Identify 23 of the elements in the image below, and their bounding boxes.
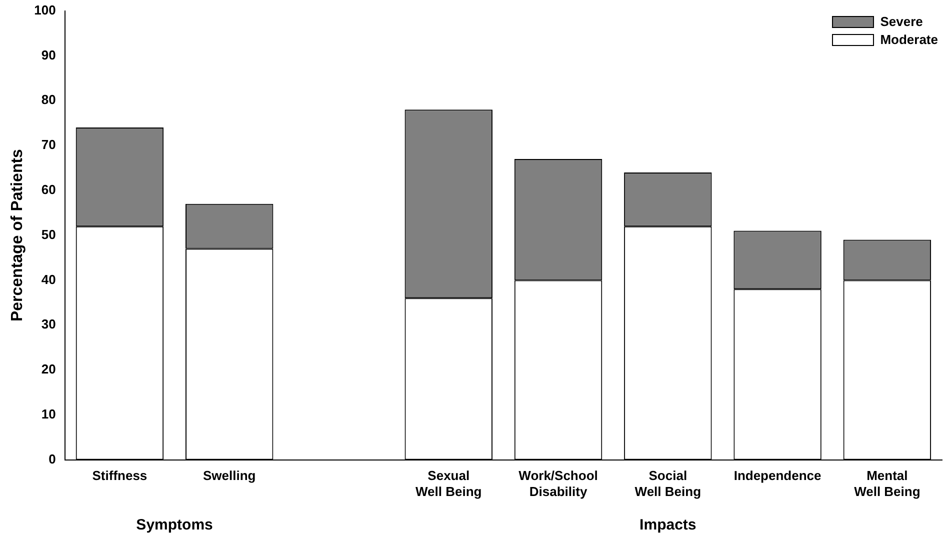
y-tick-label: 90 — [41, 47, 56, 62]
text: Symptoms — [136, 516, 213, 534]
x-tick-label: Mental Well Being — [854, 468, 920, 499]
y-tick-label: 0 — [48, 451, 56, 466]
y-tick-label: 20 — [41, 362, 56, 377]
y-tick-label: 50 — [41, 226, 56, 242]
legend-label: Severe — [880, 12, 923, 31]
x-tick-label: Stiffness — [92, 468, 148, 484]
x-tick-label: Independence — [734, 468, 822, 484]
x-tick-label: Sexual Well Being — [416, 468, 482, 499]
y-axis-title: Percentage of Patients — [9, 148, 26, 322]
y-tick-label: 30 — [41, 316, 56, 332]
x-tick-label: Social Well Being — [634, 468, 702, 499]
text: Moderate — [880, 30, 938, 49]
x-tick-label: Swelling — [202, 468, 256, 484]
y-tick-label: 100 — [34, 2, 56, 18]
y-tick-label: 60 — [41, 182, 56, 197]
y-tick-label: 40 — [41, 272, 56, 287]
y-tick-label: 80 — [41, 92, 56, 108]
y-tick-label: 70 — [41, 137, 56, 152]
x-tick-label: Work/School Disability — [518, 468, 598, 499]
y-tick-label: 10 — [41, 406, 56, 422]
text: Impacts — [640, 516, 696, 534]
